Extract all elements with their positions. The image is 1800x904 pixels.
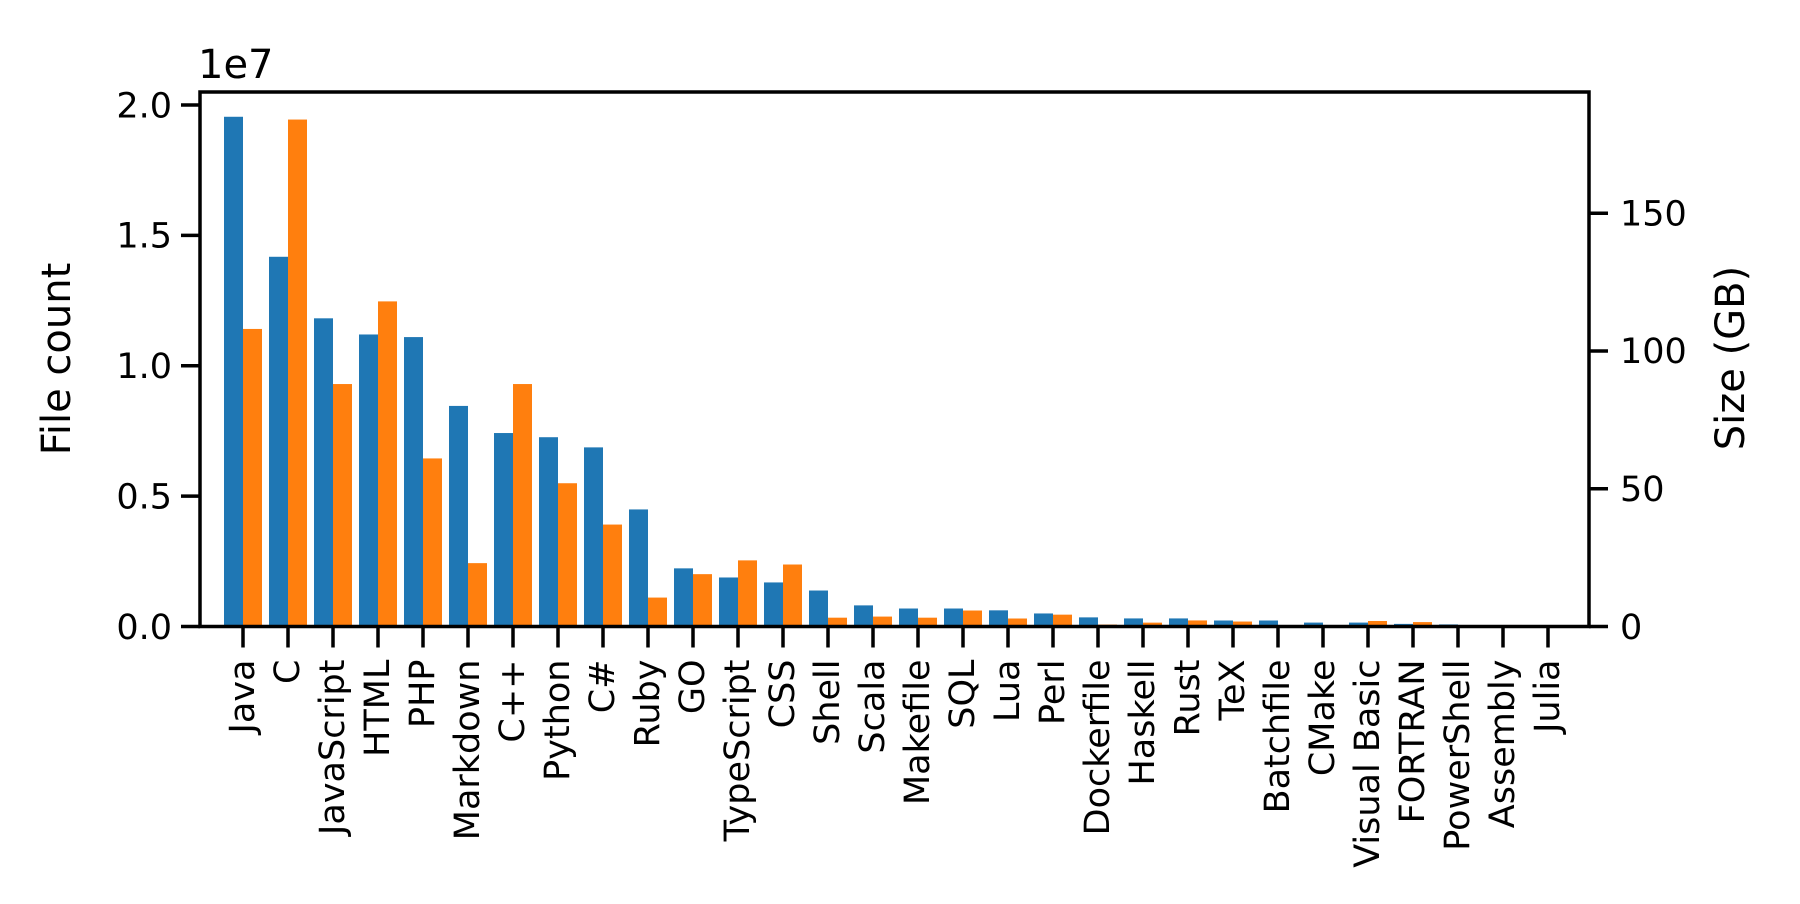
x-tick-label-c: C [268,660,308,684]
bar-file-count-dockerfile [1079,617,1098,627]
bar-file-count-haskell [1124,618,1143,627]
bar-file-count-java [224,116,243,627]
x-tick-label-assembly: Assembly [1483,660,1523,829]
bar-file-count-cmake [1304,622,1323,627]
bar-size-gb-c- [513,384,532,627]
y-tick-label-right: 50 [1620,470,1665,510]
x-tick-label-shell: Shell [808,660,848,745]
y-tick-label-right: 100 [1620,332,1687,372]
x-tick-label-markdown: Markdown [448,660,488,841]
bar-file-count-makefile [899,608,918,627]
bar-size-gb-haskell [1143,622,1162,627]
bar-file-count-sql [944,608,963,627]
bar-size-gb-perl [1053,614,1072,627]
bar-size-gb-fortran [1413,622,1432,627]
bar-file-count-c- [584,447,603,627]
bar-file-count-shell [809,590,828,627]
x-tick-label-fortran: FORTRAN [1393,660,1433,824]
bar-file-count-html [359,334,378,627]
bar-size-gb-scala [873,616,892,627]
bar-size-gb-markdown [468,563,487,627]
bar-size-gb-html [378,301,397,627]
bar-size-gb-typescript [738,560,757,627]
bar-size-gb-lua [1008,618,1027,627]
bar-file-count-scala [854,605,873,627]
y-tick-label-left: 0.0 [116,608,172,648]
y-tick-label-left: 1.5 [116,217,172,257]
plot-frame [198,90,1591,629]
bar-size-gb-sql [963,610,982,627]
x-tick-label-c-: C# [583,660,623,714]
x-tick-label-rust: Rust [1168,660,1208,737]
bar-size-gb-ruby [648,597,667,627]
x-tick-label-css: CSS [763,660,803,729]
bar-file-count-tex [1214,620,1233,627]
y-axis-label-left: File count [34,263,80,456]
bar-file-count-rust [1169,618,1188,627]
x-tick-label-python: Python [538,660,578,781]
bar-file-count-css [764,582,783,627]
x-tick-label-ruby: Ruby [628,660,668,748]
bar-file-count-php [404,337,423,627]
y-tick-label-right: 150 [1620,194,1687,234]
bar-file-count-markdown [449,405,468,627]
bar-file-count-lua [989,610,1008,627]
x-tick-label-php: PHP [403,660,443,729]
y-tick-label-left: 2.0 [116,86,172,126]
y-axis-label-right: Size (GB) [1708,266,1754,450]
x-tick-label-html: HTML [358,659,398,757]
y-tick-label-left: 1.0 [116,347,172,387]
bar-size-gb-css [783,564,802,627]
x-tick-label-lua: Lua [988,660,1028,723]
bar-size-gb-shell [828,617,847,627]
x-tick-label-batchfile: Batchfile [1258,660,1298,814]
x-tick-label-go: GO [673,660,713,715]
bar-size-gb-java [243,328,262,627]
bar-size-gb-javascript [333,384,352,627]
bar-file-count-go [674,568,693,627]
x-tick-label-haskell: Haskell [1123,660,1163,786]
x-tick-label-powershell: PowerShell [1438,660,1478,851]
bar-file-count-c [269,256,288,627]
bar-size-gb-c [288,119,307,627]
x-tick-label-dockerfile: Dockerfile [1078,660,1118,836]
x-tick-label-typescript: TypeScript [718,660,758,843]
bar-file-count-c- [494,433,513,627]
y-tick-label-right: 0 [1620,608,1642,648]
bar-file-count-perl [1034,613,1053,627]
x-tick-label-javascript: JavaScript [313,660,353,837]
x-tick-label-makefile: Makefile [898,660,938,806]
x-tick-label-perl: Perl [1033,660,1073,726]
bar-size-gb-visual-basic [1368,620,1387,627]
x-tick-label-cmake: CMake [1303,660,1343,777]
x-tick-label-c-: C++ [493,660,533,743]
ticks-layer: Java C JavaScript HTML PHP Markdown C++ Python C… [116,86,1686,867]
x-tick-label-sql: SQL [943,659,983,729]
bar-file-count-ruby [629,509,648,627]
bar-file-count-visual-basic [1349,622,1368,627]
bar-size-gb-tex [1233,621,1252,627]
x-tick-label-julia: Julia [1528,660,1568,735]
bar-size-gb-makefile [918,617,937,627]
bar-size-gb-rust [1188,620,1207,627]
bar-file-count-typescript [719,577,738,627]
x-tick-label-visual-basic: Visual Basic [1348,660,1388,868]
bar-size-gb-go [693,574,712,627]
y-tick-label-left: 0.5 [116,477,172,517]
bars-layer [224,116,1567,627]
bar-size-gb-python [558,483,577,627]
x-tick-label-tex: TeX [1213,660,1253,722]
bar-file-count-javascript [314,318,333,627]
bar-size-gb-c- [603,524,622,627]
x-tick-label-scala: Scala [853,660,893,754]
bar-size-gb-php [423,458,442,627]
x-tick-label-java: Java [223,660,263,736]
axis-offset-label: 1e7 [198,42,274,88]
bar-file-count-batchfile [1259,620,1278,627]
bar-file-count-python [539,437,558,627]
